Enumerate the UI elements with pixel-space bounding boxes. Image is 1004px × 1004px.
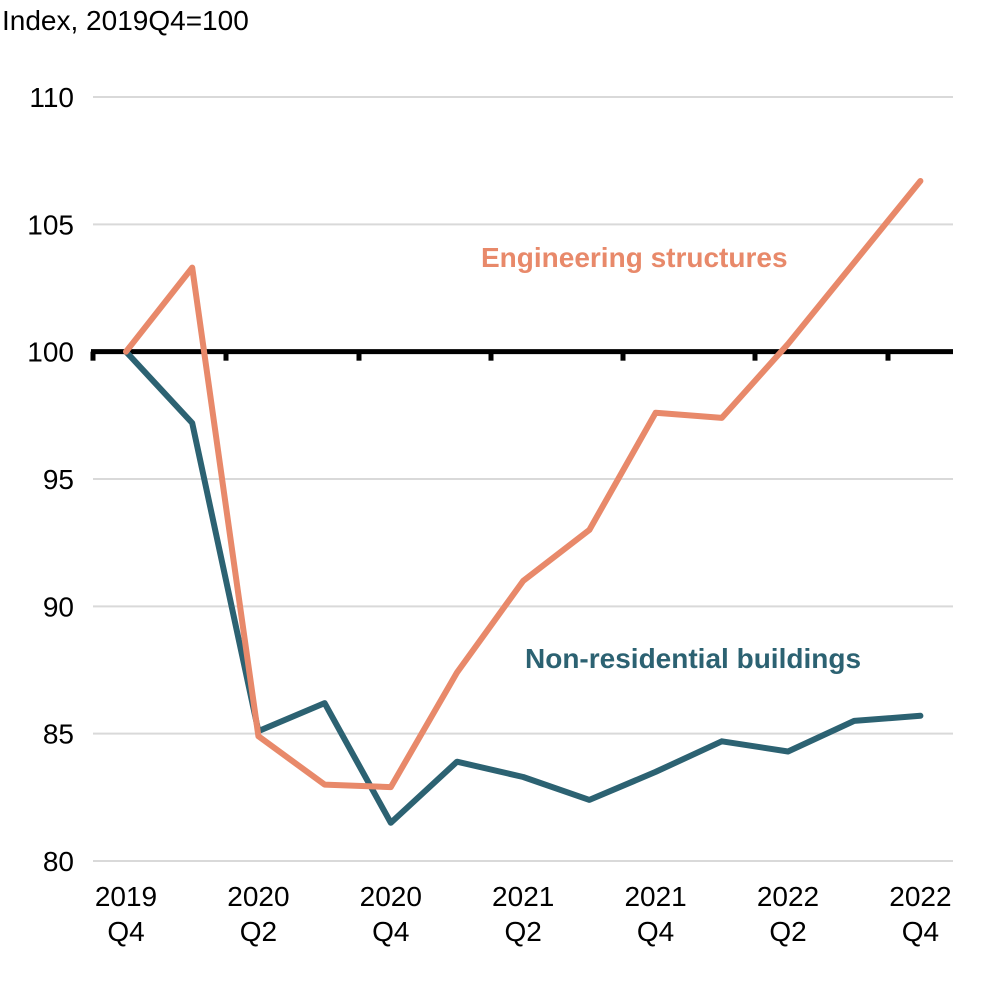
y-tick-label-80: 80 bbox=[43, 846, 74, 877]
series-label-engineering-structures: Engineering structures bbox=[481, 242, 788, 273]
x-tick-label-year-2021Q2: 2021 bbox=[492, 881, 554, 912]
reference-line-group bbox=[90, 349, 953, 361]
gridlines bbox=[93, 96, 953, 862]
y-tick-label-105: 105 bbox=[27, 209, 74, 240]
y-tick-label-110: 110 bbox=[29, 82, 74, 113]
y-tick-label-85: 85 bbox=[43, 719, 74, 750]
x-tick-label-quarter-2019Q4: Q4 bbox=[107, 916, 144, 947]
x-tick-label-year-2022Q4: 2022 bbox=[889, 881, 951, 912]
x-tick-label-year-2020Q2: 2020 bbox=[227, 881, 289, 912]
x-tick-labels: 2019 Q4 2020 Q2 2020 Q4 2021 Q2 2021 Q4 2022 Q2 2022… bbox=[95, 881, 952, 947]
y-tick-labels: 80 85 90 95 100 105 110 bbox=[27, 82, 74, 877]
y-tick-label-95: 95 bbox=[43, 464, 74, 495]
x-tick-label-quarter-2020Q2: Q2 bbox=[240, 916, 277, 947]
x-tick-label-quarter-2020Q4: Q4 bbox=[372, 916, 409, 947]
x-tick-label-year-2021Q4: 2021 bbox=[624, 881, 686, 912]
x-tick-label-year-2020Q4: 2020 bbox=[360, 881, 422, 912]
series-line-engineering-structures bbox=[123, 178, 924, 791]
y-tick-label-90: 90 bbox=[43, 591, 74, 622]
y-axis-title: Index, 2019Q4=100 bbox=[2, 5, 249, 36]
x-tick-label-quarter-2021Q4: Q4 bbox=[637, 916, 674, 947]
x-tick-label-quarter-2022Q4: Q4 bbox=[902, 916, 939, 947]
y-tick-label-100: 100 bbox=[27, 337, 74, 368]
series-line-non-residential-buildings bbox=[123, 348, 924, 826]
x-tick-label-year-2019Q4: 2019 bbox=[95, 881, 157, 912]
x-tick-label-year-2022Q2: 2022 bbox=[757, 881, 819, 912]
x-tick-label-quarter-2021Q2: Q2 bbox=[505, 916, 542, 947]
x-tick-label-quarter-2022Q2: Q2 bbox=[769, 916, 806, 947]
series-label-non-residential-buildings: Non-residential buildings bbox=[525, 643, 861, 674]
series-lines bbox=[123, 178, 924, 826]
